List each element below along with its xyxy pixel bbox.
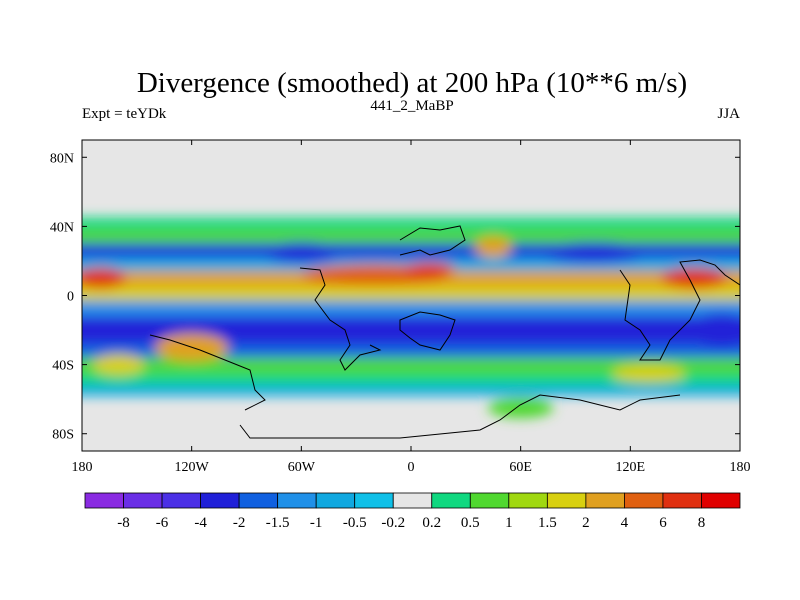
colorbar-swatch-15 [662, 492, 702, 509]
field-blob-11 [487, 397, 554, 419]
colorbar-swatch-5 [277, 492, 317, 509]
coastline-asia-pacific [619, 259, 740, 361]
y-tick-label: 80N [50, 151, 74, 166]
colorbar-label: 2 [582, 515, 590, 531]
field-band-1 [82, 229, 740, 244]
colorbar-label: 4 [621, 515, 629, 531]
x-tick-label: 120E [616, 460, 646, 475]
y-tick-label: 40N [50, 220, 74, 235]
x-tick-label: 180 [72, 460, 93, 475]
colorbar-swatch-12 [546, 492, 587, 509]
coastline-antarctica [239, 394, 681, 439]
colorbar-swatch-0 [84, 492, 124, 509]
x-tick-label: 0 [408, 460, 415, 475]
colorbar-label: -6 [156, 515, 169, 531]
colorbar-label: 1.5 [538, 515, 557, 531]
field-band-10 [82, 373, 740, 386]
colorbar-swatch-11 [508, 492, 548, 509]
field-band-5 [82, 286, 740, 301]
x-tick-label: 180 [730, 460, 751, 475]
field-blob-7 [261, 241, 342, 263]
colorbar-label: -1 [310, 515, 323, 531]
field-blob-2 [403, 262, 455, 277]
divergence-field [82, 217, 740, 419]
colorbar-label: 6 [659, 515, 667, 531]
chart-title: Divergence (smoothed) at 200 hPa (10**6 … [137, 67, 687, 99]
x-tick-label: 120W [175, 460, 210, 475]
colorbar-label: -0.2 [381, 515, 405, 531]
experiment-label: Expt = teYDk [82, 106, 167, 122]
x-tick-label: 60W [288, 460, 316, 475]
colorbar-swatch-7 [354, 492, 394, 509]
field-blob-9 [685, 312, 740, 348]
coastline-americas [149, 267, 382, 411]
season-label: JJA [717, 106, 740, 122]
colorbar-label: -8 [117, 515, 130, 531]
field-blob-3 [474, 236, 512, 258]
y-tick-label: 0 [67, 290, 74, 305]
x-tick-label: 60E [509, 460, 532, 475]
y-tick-label: 80S [52, 428, 74, 443]
field-band-0 [82, 217, 740, 230]
field-blob-0 [82, 267, 126, 289]
colorbar-label: -1.5 [266, 515, 290, 531]
colorbar-label: 0.5 [461, 515, 480, 531]
colorbar-swatch-13 [585, 492, 625, 509]
colorbar: -8 -6 -4 -2 -1.5 -1 -0.5 -0.2 0.2 0.5 1 1.5 2 4 6 8 [84, 492, 741, 531]
field-band-11 [82, 385, 740, 396]
colorbar-swatch-4 [238, 492, 279, 509]
colorbar-swatch-14 [624, 492, 664, 509]
x-axis: 180 120W 60W 0 60E 120E 180 [72, 140, 751, 475]
field-blob-6 [92, 354, 145, 375]
plot-area [82, 140, 740, 451]
coastline-africa-eurasia [399, 225, 466, 351]
colorbar-swatch-1 [123, 492, 163, 509]
colorbar-swatch-9 [431, 492, 471, 509]
colorbar-label: 8 [698, 515, 706, 531]
colorbar-label: 0.2 [422, 515, 441, 531]
field-band-6 [82, 300, 740, 317]
y-axis: 80N 40N 0 40S 80S [50, 151, 740, 443]
colorbar-swatch-16 [701, 492, 741, 509]
colorbar-label: -0.5 [343, 515, 367, 531]
colorbar-swatch-3 [200, 492, 240, 509]
field-blob-10 [612, 364, 686, 382]
coastline-outlines [149, 225, 740, 439]
field-blob-4 [661, 267, 728, 289]
field-blob-8 [538, 241, 649, 263]
colorbar-swatch-6 [315, 492, 356, 509]
field-band-2 [82, 243, 740, 258]
colorbar-label: -2 [233, 515, 246, 531]
colorbar-label: 1 [505, 515, 513, 531]
field-band-9 [82, 357, 740, 374]
colorbar-swatch-2 [161, 492, 201, 509]
colorbar-swatch-10 [469, 492, 510, 509]
field-band-8 [82, 343, 740, 358]
run-id-label: 441_2_MaBP [370, 98, 453, 114]
y-tick-label: 40S [52, 359, 74, 374]
colorbar-label: -4 [194, 515, 207, 531]
colorbar-swatch-8 [392, 492, 433, 509]
